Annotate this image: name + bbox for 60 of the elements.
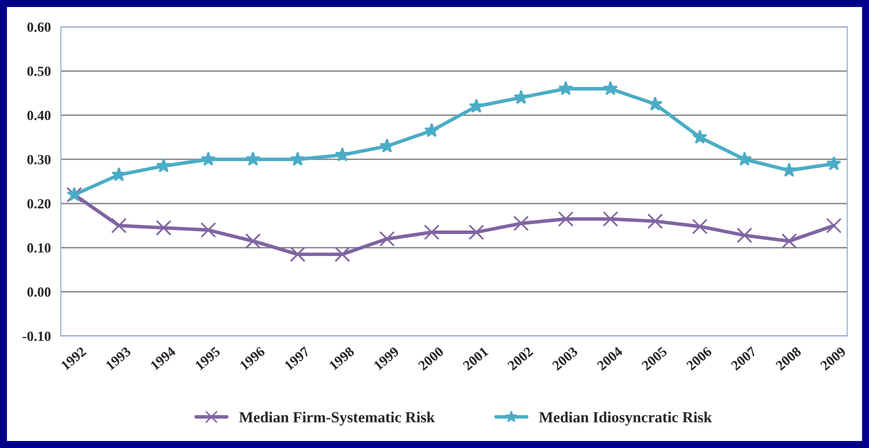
x-tick-label: 1998 (328, 346, 355, 370)
point (111, 167, 126, 182)
point (781, 233, 797, 249)
y-tick-label: 0.30 (27, 154, 51, 164)
point (424, 122, 440, 138)
point (602, 211, 618, 227)
point (782, 162, 797, 177)
point (558, 211, 574, 227)
y-tick-label: -0.10 (22, 332, 51, 342)
point (603, 80, 618, 96)
x-tick-label: 1992 (60, 346, 87, 370)
x-tick-label: 2008 (775, 346, 802, 371)
x-tick-label: 1994 (150, 346, 176, 370)
y-tick-label: 0.60 (27, 22, 51, 32)
point (334, 246, 350, 262)
x-tick-label: 1999 (373, 346, 400, 370)
point (648, 96, 663, 111)
point (692, 130, 708, 144)
x-tick-label: 2003 (552, 346, 578, 371)
point (156, 158, 172, 172)
point (334, 147, 350, 162)
y-tick-label: 0.10 (27, 243, 51, 253)
y-tick-label: 0.20 (27, 199, 51, 209)
point (245, 233, 261, 249)
y-tick-label: 0.40 (27, 110, 51, 120)
point (737, 152, 752, 166)
point (111, 218, 127, 234)
x-tick-label: 2006 (686, 346, 712, 371)
point (200, 152, 216, 166)
x-tick-label: 1995 (194, 346, 221, 370)
point (424, 224, 440, 240)
point (468, 98, 484, 113)
point (513, 216, 529, 232)
x-tick-label: 2000 (418, 346, 444, 371)
point (826, 218, 842, 234)
x-tick-label: 2009 (820, 346, 846, 371)
x-tick-label: 1996 (239, 346, 266, 370)
point (246, 152, 260, 166)
x-tick-label: 2001 (462, 346, 489, 371)
point (380, 138, 394, 153)
x-tick-label: 2004 (596, 346, 624, 371)
point (647, 213, 663, 229)
point (692, 218, 708, 234)
point (200, 222, 216, 238)
point (468, 224, 484, 240)
x-tick-label: 1993 (105, 346, 132, 370)
point (156, 220, 172, 236)
point (558, 80, 574, 96)
point (290, 152, 306, 166)
x-tick-label: 2005 (641, 346, 668, 371)
y-tick-label: 0.00 (27, 287, 51, 297)
point (290, 246, 306, 262)
legend-label: Median Idiosyncratic Risk (539, 412, 712, 426)
point (826, 156, 842, 170)
point (379, 231, 395, 247)
y-tick-label: 0.50 (27, 66, 51, 76)
point (514, 90, 529, 104)
legend-label: Median Firm-Systematic Risk (239, 412, 435, 426)
point (736, 228, 752, 244)
x-tick-label: 2002 (507, 346, 534, 371)
